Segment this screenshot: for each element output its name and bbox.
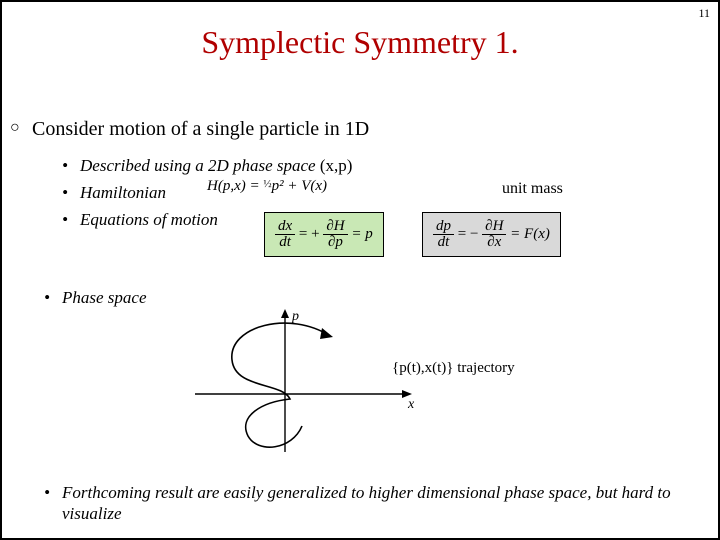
x-axis-label: x	[407, 397, 415, 412]
bullet-phase-space-heading: Phase space	[62, 288, 147, 308]
bullet-1-text: Described using a 2D phase space	[80, 156, 320, 175]
eom2-num2: ∂H	[482, 219, 506, 235]
frac-dHdp: ∂H ∂p	[323, 219, 347, 250]
page-number: 11	[698, 6, 710, 21]
eom1-num2: ∂H	[323, 219, 347, 235]
eom2-num1: dp	[433, 219, 454, 235]
frac-dHdx: ∂H ∂x	[482, 219, 506, 250]
eom1-tail: = p	[351, 226, 372, 242]
eom-box-2: dp dt = − ∂H ∂x = F(x)	[422, 212, 561, 257]
eom2-den1: dt	[433, 235, 454, 250]
eom1-num1: dx	[275, 219, 295, 235]
slide-title: Symplectic Symmetry 1.	[2, 24, 718, 61]
phase-space-diagram: p x	[190, 304, 420, 464]
ham-half: ½	[263, 178, 271, 190]
eom1-den1: dt	[275, 235, 295, 250]
trajectory-arrow	[320, 328, 333, 339]
main-bullet: Consider motion of a single particle in …	[32, 118, 369, 141]
p-axis-label: p	[291, 309, 299, 324]
bullet-forthcoming: Forthcoming result are easily generalize…	[62, 482, 682, 525]
bullet-phase-space: Described using a 2D phase space (x,p)	[62, 152, 352, 179]
hamiltonian-equation: H(p,x) = ½p² + V(x)	[207, 178, 327, 195]
eom-box-1: dx dt = + ∂H ∂p = p	[264, 212, 384, 257]
eom1-den2: ∂p	[323, 235, 347, 250]
slide-container: 11 Symplectic Symmetry 1. Consider motio…	[0, 0, 720, 540]
phase-svg: p x	[190, 304, 420, 459]
eom2-mid: = −	[458, 226, 482, 242]
eom2-tail: = F(x)	[510, 226, 550, 242]
bullet-1-xp: (x,p)	[320, 156, 353, 175]
unit-mass-label: unit mass	[502, 180, 563, 198]
frac-dpdt: dp dt	[433, 219, 454, 250]
trajectory-curve	[232, 323, 330, 447]
y-axis-arrow	[281, 309, 289, 318]
ham-lhs: H(p,x) =	[207, 178, 263, 194]
eom1-mid: = +	[299, 226, 323, 242]
trajectory-label: {p(t),x(t)} trajectory	[392, 360, 515, 377]
eom2-den2: ∂x	[482, 235, 506, 250]
ham-rhs: p² + V(x)	[272, 178, 327, 194]
frac-dxdt: dx dt	[275, 219, 295, 250]
